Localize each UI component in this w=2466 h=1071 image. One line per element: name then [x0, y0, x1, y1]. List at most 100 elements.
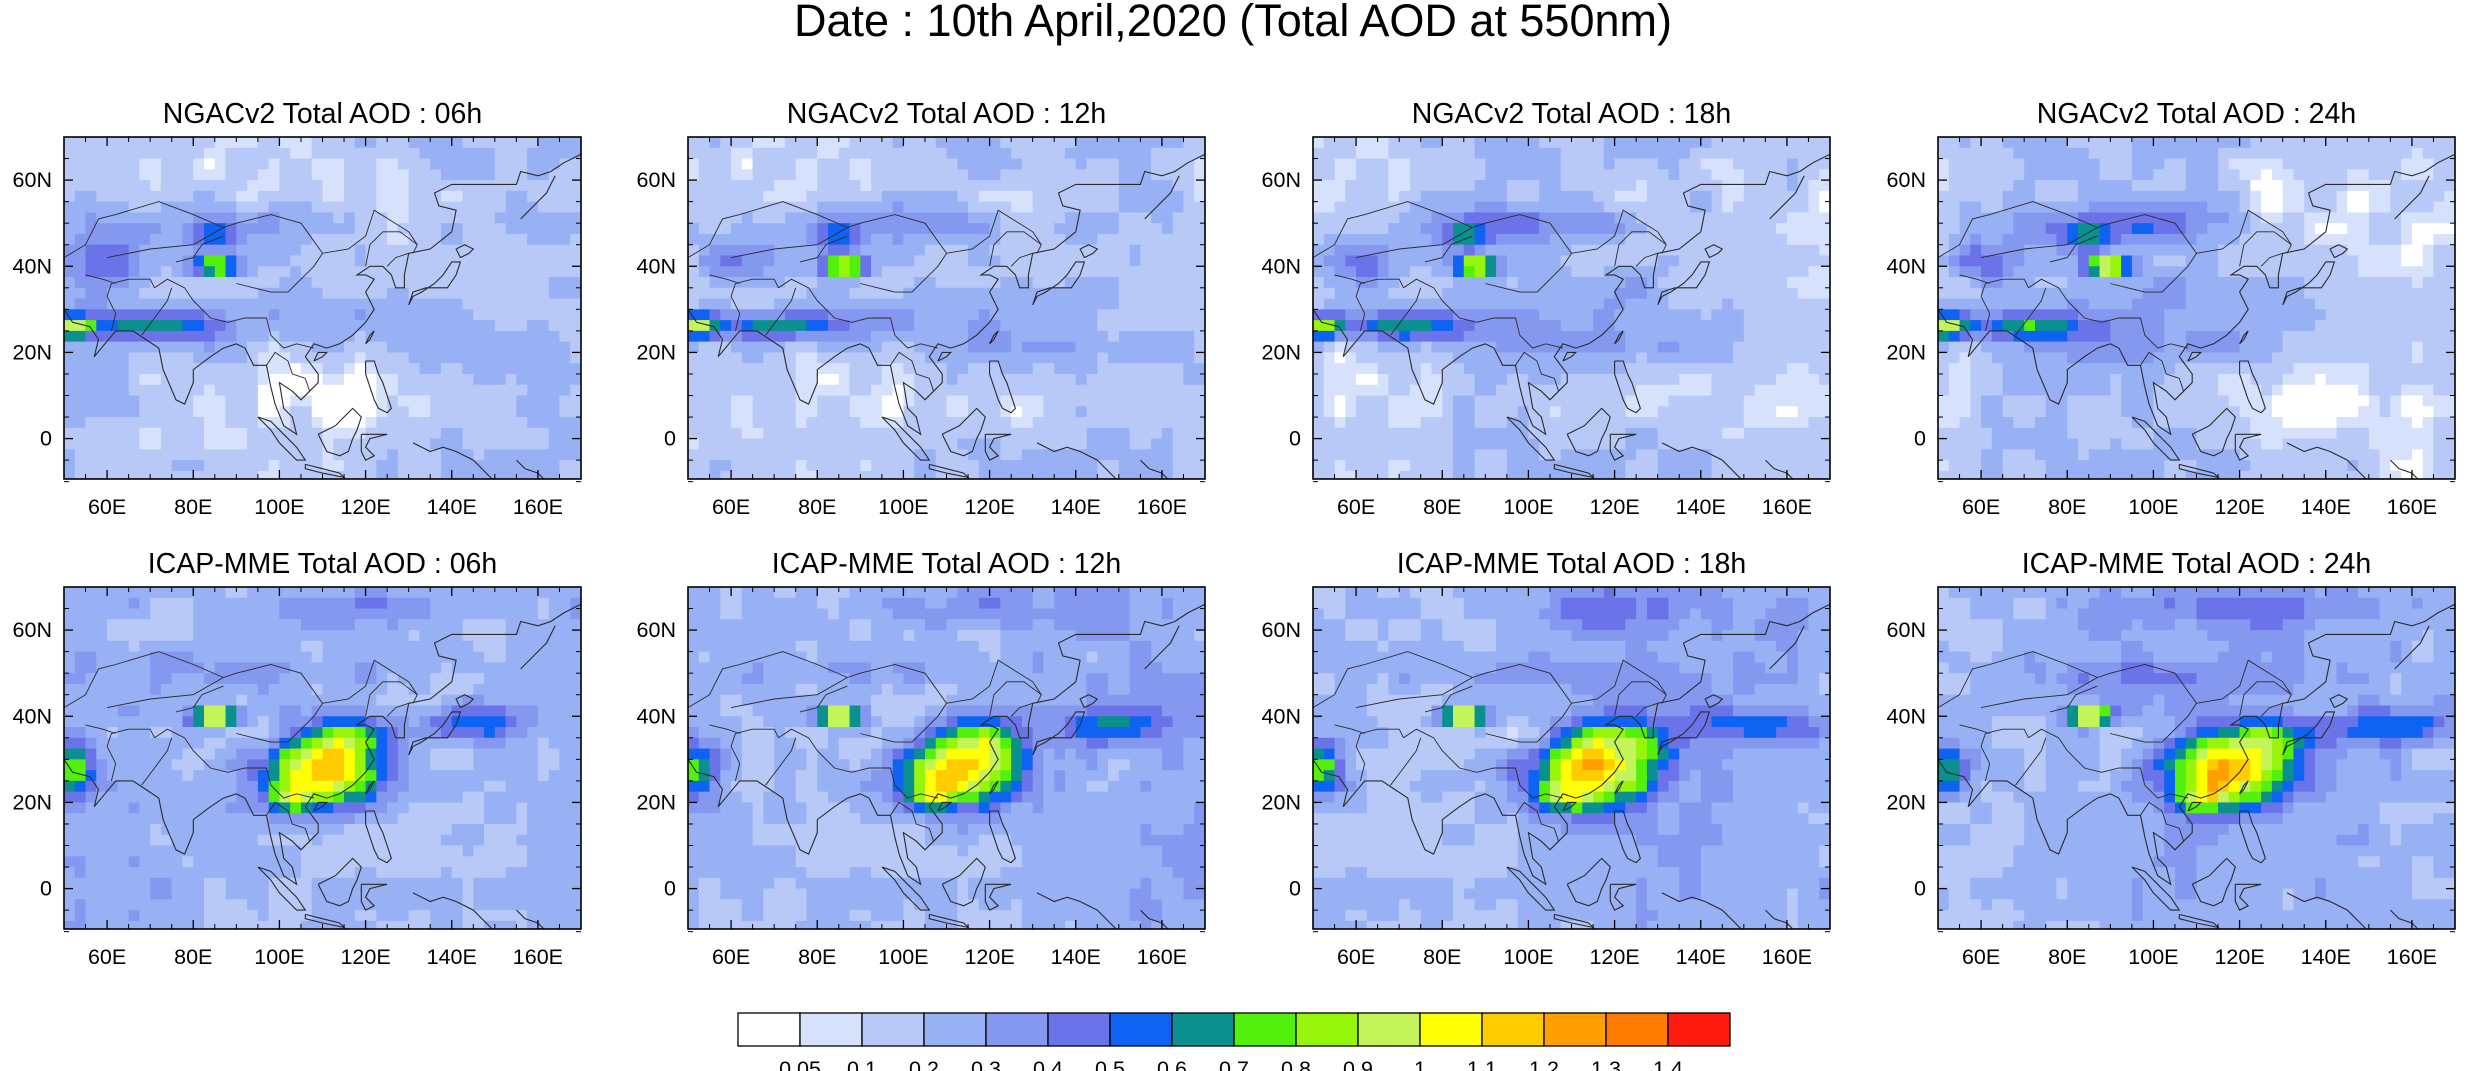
coastline: [989, 780, 999, 795]
coastline: [257, 416, 307, 461]
coastline: [941, 857, 986, 907]
country-border: [765, 737, 797, 786]
panel-title: ICAP-MME Total AOD : 18h: [1397, 548, 1747, 580]
colorbar-swatch: [1171, 1012, 1235, 1047]
country-border: [1355, 728, 1404, 782]
country-border: [1959, 274, 1990, 284]
coastline: [1661, 892, 1742, 929]
lon-tick-label: 140E: [1676, 945, 1726, 969]
aod-field: [1313, 137, 1830, 479]
aod-field: [1938, 587, 2455, 929]
coastline: [408, 261, 462, 306]
aod-field: [1938, 137, 2455, 479]
country-border: [266, 801, 311, 842]
country-border: [365, 231, 418, 267]
coastline: [360, 433, 388, 461]
country-border: [107, 659, 418, 709]
country-border: [1515, 351, 1560, 392]
lat-tick-label: 0: [40, 877, 52, 901]
colorbar: 0.05 0.1 0.2 0.3 0.4 0.5 0.6 0.7 0.8 0.9 1 1.1 1.2 1.…: [737, 1012, 1731, 1071]
country-border: [2260, 252, 2283, 267]
aod-field: [64, 587, 581, 941]
aod-field: [1313, 587, 1830, 929]
colorbar-label: 0.6: [1157, 1057, 1187, 1071]
lat-tick-label: 40N: [13, 254, 52, 278]
coastline: [984, 883, 1012, 911]
panel-title: NGACv2 Total AOD : 12h: [787, 98, 1106, 130]
coastline: [520, 625, 556, 670]
country-border: [2015, 287, 2047, 336]
coastline: [1140, 909, 1169, 929]
coastline: [984, 433, 1012, 461]
country-border: [1635, 252, 1658, 267]
country-border: [860, 703, 947, 743]
aod-field: [688, 587, 1205, 929]
coastline: [1506, 416, 1556, 461]
country-border: [2239, 231, 2292, 267]
colorbar-label: 1.1: [1467, 1057, 1497, 1071]
coastline: [1765, 459, 1794, 479]
country-border: [1485, 703, 1572, 743]
lat-tick-label: 20N: [13, 790, 52, 814]
lon-tick-label: 80E: [798, 945, 836, 969]
country-border: [1403, 278, 1564, 349]
lon-tick-label: 100E: [1503, 495, 1553, 519]
coastline: [2131, 866, 2181, 911]
panel-title: ICAP-MME Total AOD : 06h: [148, 548, 498, 580]
colorbar-swatch: [1357, 1012, 1421, 1047]
coastline: [1144, 175, 1180, 220]
coastline: [1566, 857, 1611, 907]
coastline: [2390, 909, 2419, 929]
colorbar-swatch: [799, 1012, 863, 1047]
country-border: [778, 728, 939, 799]
lat-tick-label: 20N: [1262, 340, 1301, 364]
coastline: [313, 801, 329, 812]
lat-tick-label: 0: [664, 877, 676, 901]
map-panel: ICAP-MME Total AOD : 06h 60E 80E 100E 120E 14…: [13, 548, 582, 969]
coastline: [520, 175, 556, 220]
coastline: [1769, 625, 1805, 670]
lon-tick-label: 120E: [2214, 945, 2264, 969]
lat-tick-label: 60N: [637, 168, 676, 192]
lat-tick-label: 60N: [1262, 618, 1301, 642]
lon-tick-label: 60E: [712, 945, 750, 969]
lon-tick-label: 60E: [1337, 495, 1375, 519]
colorbar-swatch: [1295, 1012, 1359, 1047]
colorbar-swatch: [1605, 1012, 1669, 1047]
country-border: [1313, 201, 1473, 258]
coastline: [937, 351, 953, 362]
country-border: [236, 703, 323, 743]
coastline: [2329, 244, 2349, 259]
country-border: [765, 287, 797, 336]
coastline: [1938, 153, 2455, 436]
coastline: [2394, 625, 2430, 670]
country-border: [1981, 209, 2292, 259]
country-border: [106, 278, 155, 332]
colorbar-swatch: [1047, 1012, 1111, 1047]
map-panel: ICAP-MME Total AOD : 18h 60E 80E 100E 120E 14…: [1262, 548, 1831, 969]
coastline: [989, 360, 1017, 414]
coastline: [2239, 780, 2249, 795]
coastline: [2286, 892, 2367, 929]
coastline: [365, 330, 375, 345]
coastline: [1313, 153, 1830, 436]
lon-tick-label: 140E: [1051, 945, 1101, 969]
coastline: [688, 153, 1205, 436]
lon-tick-label: 80E: [2048, 945, 2086, 969]
coastline: [881, 866, 931, 911]
country-border: [365, 681, 418, 717]
coastline: [317, 857, 362, 907]
colorbar-label: 0.4: [1033, 1057, 1063, 1071]
lat-tick-label: 0: [664, 427, 676, 451]
coastline: [409, 932, 439, 941]
lat-tick-label: 40N: [637, 254, 676, 278]
lat-tick-label: 60N: [1887, 618, 1926, 642]
coastline: [941, 407, 986, 457]
country-border: [2110, 253, 2197, 293]
country-border: [1938, 651, 2098, 708]
country-border: [1515, 801, 1560, 842]
country-border: [2110, 703, 2197, 743]
country-border: [64, 651, 224, 708]
country-border: [1334, 724, 1365, 734]
